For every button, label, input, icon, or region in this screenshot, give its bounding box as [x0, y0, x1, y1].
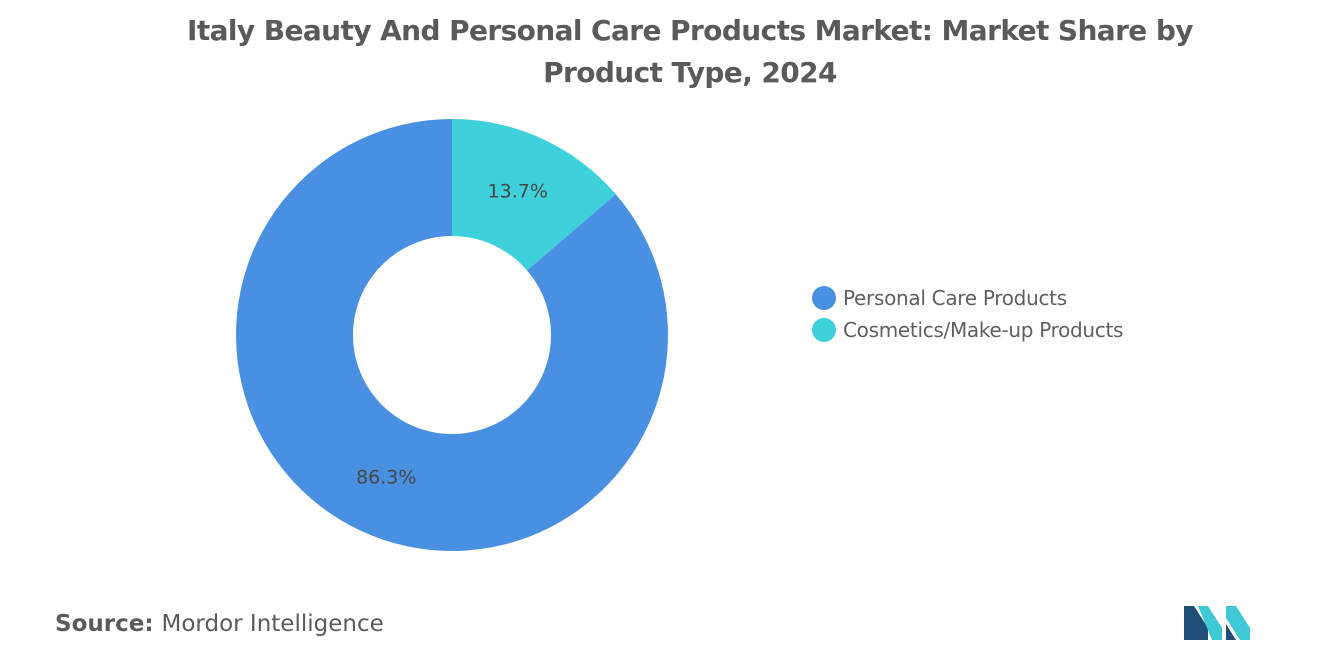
- legend-label: Personal Care Products: [843, 286, 1067, 310]
- mordor-intelligence-logo-icon: [1184, 606, 1250, 640]
- logo-shape-right: [1226, 606, 1250, 640]
- legend-swatch-personal-care: [812, 286, 836, 310]
- source-key: Source:: [55, 611, 154, 637]
- source-value: Mordor Intelligence: [161, 611, 384, 637]
- legend-item-personal-care[interactable]: Personal Care Products: [812, 282, 1123, 314]
- slice-labels: 13.7% 86.3%: [356, 180, 548, 488]
- legend-item-cosmetics[interactable]: Cosmetics/Make-up Products: [812, 314, 1123, 346]
- slice-value-label: 13.7%: [488, 180, 548, 202]
- slice-cosmetics-make-up-products[interactable]: [452, 119, 616, 271]
- legend-swatch-cosmetics: [812, 318, 836, 342]
- slice-personal-care-products[interactable]: [236, 119, 668, 552]
- source-note: Source: Mordor Intelligence: [55, 611, 384, 637]
- chart-legend: Personal Care Products Cosmetics/Make-up…: [812, 282, 1123, 346]
- chart-title: Italy Beauty And Personal Care Products …: [187, 14, 1194, 89]
- logo-shape-left: [1184, 606, 1208, 640]
- logo-shape-bar: [1226, 624, 1236, 640]
- logo-shape-mid: [1198, 606, 1222, 640]
- donut-slices: [236, 119, 668, 552]
- slice-value-label: 86.3%: [356, 467, 416, 489]
- legend-label: Cosmetics/Make-up Products: [843, 318, 1124, 342]
